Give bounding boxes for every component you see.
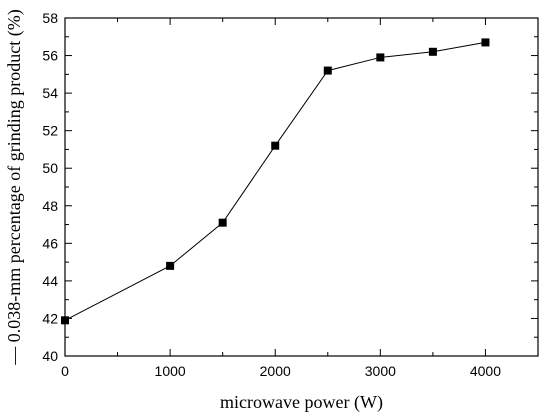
x-axis-ticks: 0 1000 2000 3000 4000 — [61, 18, 501, 379]
data-point — [61, 316, 69, 325]
data-point — [481, 38, 490, 47]
data-point — [323, 66, 332, 75]
y-tick-label: 54 — [42, 85, 58, 101]
series-line — [64, 41, 486, 321]
plot-border — [64, 17, 539, 357]
y-axis-ticks: 40 42 44 46 48 50 52 54 56 58 — [42, 10, 538, 364]
data-point — [166, 261, 175, 270]
data-point — [376, 53, 385, 62]
x-tick-label: 0 — [61, 363, 69, 379]
x-tick-label: 1000 — [155, 363, 186, 379]
y-tick-label: 52 — [42, 123, 58, 139]
y-tick-label: 46 — [42, 235, 58, 251]
y-tick-label: 58 — [42, 10, 58, 26]
y-tick-label: 42 — [42, 310, 58, 326]
y-axis-title: — 0.038-mm percentage of grinding produc… — [4, 9, 25, 365]
x-axis-title: microwave power (W) — [220, 392, 383, 413]
data-point — [218, 218, 227, 227]
y-tick-label: 40 — [42, 348, 58, 364]
y-tick-label: 48 — [42, 198, 58, 214]
data-point — [271, 141, 280, 150]
y-tick-label: 44 — [42, 273, 58, 289]
plot-frame — [64, 17, 539, 357]
series — [61, 38, 490, 325]
y-tick-label: 50 — [42, 160, 58, 176]
y-tick-label: 56 — [42, 48, 58, 64]
x-tick-label: 4000 — [470, 363, 501, 379]
data-point — [428, 47, 437, 56]
x-tick-label: 2000 — [260, 363, 291, 379]
x-tick-label: 3000 — [365, 363, 396, 379]
